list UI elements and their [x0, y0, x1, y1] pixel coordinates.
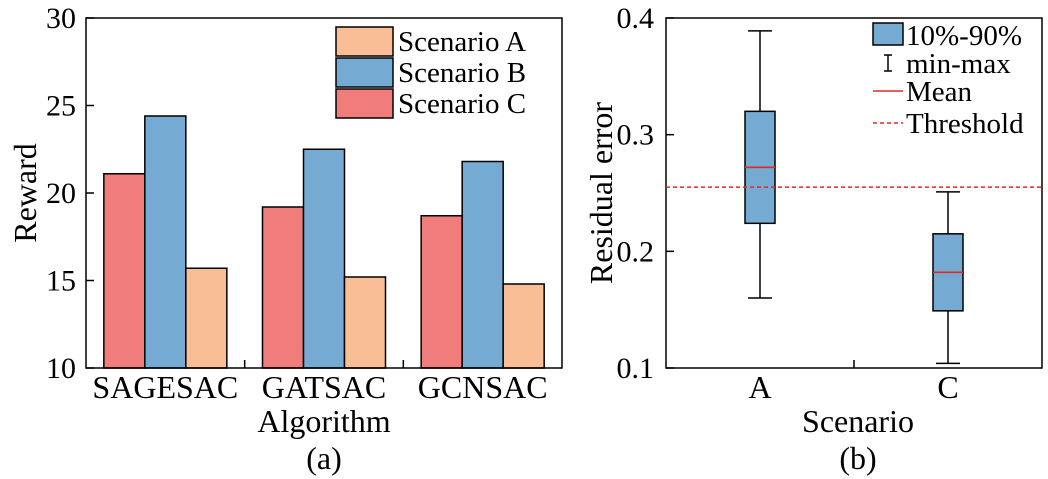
bar-scenario-a-gatsac	[343, 276, 387, 369]
x-tick-label-a: GATSAC	[262, 369, 386, 405]
legend-label-a: Scenario A	[398, 26, 526, 58]
legend-label-a: Scenario C	[398, 88, 526, 120]
x-tick-label-a: GCNSAC	[418, 369, 548, 405]
y-tick-label-a: 15	[46, 265, 76, 298]
panel-label-b: (b)	[839, 440, 876, 476]
x-tick-label-b: A	[748, 369, 771, 405]
box-a	[744, 30, 776, 299]
bar-scenario-b-gatsac	[302, 148, 346, 369]
reward-bar-chart: 10 15 20 25 30 SAGESAC GATSAC GCNSAC Reward Alg…	[7, 2, 563, 476]
bar-scenario-a-gcnsac	[502, 283, 545, 369]
panel-label-a: (a)	[306, 440, 342, 476]
bar-scenario-c-gatsac	[261, 206, 305, 369]
box-c	[932, 191, 964, 365]
y-tick-label-a: 30	[46, 2, 76, 35]
legend-label-b: Threshold	[906, 108, 1024, 140]
legend-label-b: min-max	[906, 48, 1011, 80]
y-tick-label-b: 0.1	[617, 352, 655, 385]
x-tick-label-b: C	[937, 369, 958, 405]
bar-scenario-c-gcnsac	[420, 215, 463, 369]
bar-scenario-c-sagesac	[103, 173, 146, 369]
y-tick-label-b: 0.3	[617, 119, 655, 152]
x-tick-label-a: SAGESAC	[92, 369, 238, 405]
y-axis-label-b: Residual error	[583, 102, 619, 285]
y-axis-label-a: Reward	[7, 143, 43, 243]
y-tick-label-a: 25	[46, 90, 76, 123]
y-tick-label-b: 0.4	[617, 2, 655, 35]
bar-scenario-b-gcnsac	[461, 160, 504, 369]
y-tick-label-a: 20	[46, 177, 76, 210]
legend-label-b: Mean	[906, 76, 973, 108]
legend-swatch-a	[335, 88, 394, 119]
bar-scenario-a-sagesac	[185, 267, 228, 369]
bar-scenario-b-sagesac	[144, 115, 187, 369]
legend-swatch-a	[335, 57, 394, 88]
legend-label-a: Scenario B	[398, 57, 526, 89]
x-axis-label-b: Scenario	[802, 403, 914, 439]
residual-box-chart: 0.1 0.2 0.3 0.4 A C Residual error Scenario (…	[583, 2, 1043, 476]
x-axis-label-a: Algorithm	[257, 403, 390, 439]
legend-box-swatch	[872, 22, 904, 46]
legend-label-b: 10%-90%	[906, 20, 1022, 52]
y-tick-label-b: 0.2	[617, 235, 655, 268]
y-tick-label-a: 10	[46, 352, 76, 385]
legend-swatch-a	[335, 26, 394, 57]
